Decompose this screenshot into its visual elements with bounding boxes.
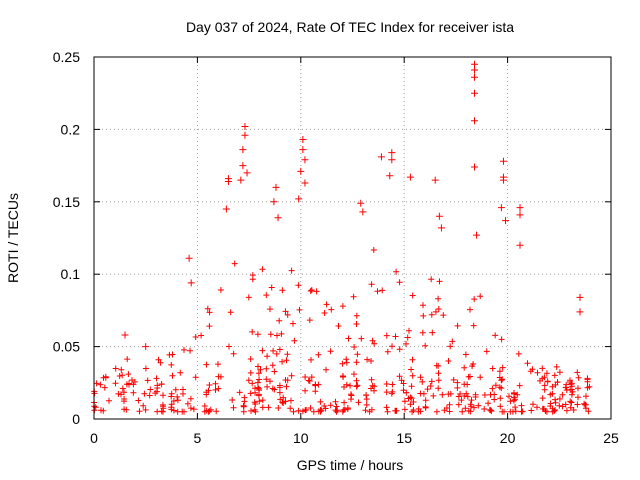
roti-outlier-point <box>516 241 524 249</box>
roti-outlier-point <box>471 73 479 81</box>
axis-ticks: 0 5 10 15 20 25 0 0.05 0.1 0.15 0.2 0.25 <box>53 49 619 446</box>
roti-outlier-point <box>121 331 129 339</box>
roti-outlier-point <box>295 195 303 203</box>
roti-outlier-point <box>274 214 282 222</box>
roti-outlier-point <box>301 179 309 187</box>
x-tick-label: 25 <box>603 430 619 446</box>
roti-outlier-point <box>359 208 367 216</box>
roti-outlier-point <box>497 204 505 212</box>
roti-outlier-point <box>377 153 385 161</box>
roti-outlier-point <box>297 167 305 175</box>
roti-outlier-point <box>471 66 479 74</box>
roti-outlier-point <box>516 211 524 219</box>
roti-outlier-point <box>471 163 479 171</box>
x-tick-label: 20 <box>500 430 516 446</box>
roti-outlier-point <box>187 279 195 287</box>
data-points <box>91 60 593 415</box>
roti-outlier-point <box>241 131 249 139</box>
y-tick-label: 0.15 <box>53 194 80 210</box>
y-tick-label: 0.2 <box>61 121 81 137</box>
y-tick-label: 0.25 <box>53 49 80 65</box>
roti-outlier-point <box>239 162 247 170</box>
roti-outlier-point <box>388 156 396 164</box>
roti-outlier-point <box>576 308 584 316</box>
roti-outlier-point <box>241 123 249 131</box>
roti-outlier-point <box>142 343 150 351</box>
grid-lines <box>94 57 611 419</box>
roti-outlier-point <box>357 199 365 207</box>
roti-outlier-point <box>243 169 251 177</box>
roti-outlier-point <box>431 176 439 184</box>
x-tick-label: 10 <box>293 430 309 446</box>
roti-outlier-point <box>388 149 396 157</box>
roti-outlier-point <box>224 178 232 186</box>
x-axis-label: GPS time / hours <box>297 457 404 473</box>
roti-outlier-point <box>437 224 445 232</box>
roti-point-cloud <box>91 247 593 415</box>
roti-outlier-point <box>499 176 507 184</box>
roti-outlier-point <box>301 156 309 164</box>
roti-outlier-point <box>272 183 280 191</box>
roti-outlier-point <box>499 157 507 165</box>
roti-outlier-point <box>299 146 307 154</box>
roti-outlier-point <box>185 254 193 262</box>
roti-outlier-point <box>473 231 481 239</box>
roti-outlier-point <box>222 205 230 213</box>
y-tick-label: 0.05 <box>53 339 80 355</box>
roti-outlier-point <box>406 173 414 181</box>
chart-title: Day 037 of 2024, Rate Of TEC Index for r… <box>186 19 514 35</box>
roti-outlier-point <box>435 212 443 220</box>
roti-outlier-point <box>237 176 245 184</box>
x-tick-label: 15 <box>396 430 412 446</box>
roti-outlier-point <box>270 198 278 206</box>
x-tick-label: 5 <box>194 430 202 446</box>
roti-outlier-point <box>386 172 394 180</box>
roti-outlier-point <box>299 136 307 144</box>
y-tick-label: 0 <box>72 411 80 427</box>
y-axis-label: ROTI / TECUs <box>5 193 21 283</box>
roti-outlier-point <box>239 146 247 154</box>
y-tick-label: 0.1 <box>61 266 81 282</box>
roti-outlier-point <box>471 117 479 125</box>
x-tick-label: 0 <box>90 430 98 446</box>
roti-outlier-point <box>471 89 479 97</box>
roti-outlier-point <box>576 293 584 301</box>
plot-border <box>93 56 612 420</box>
roti-outlier-point <box>516 204 524 212</box>
roti-outlier-point <box>502 217 510 225</box>
